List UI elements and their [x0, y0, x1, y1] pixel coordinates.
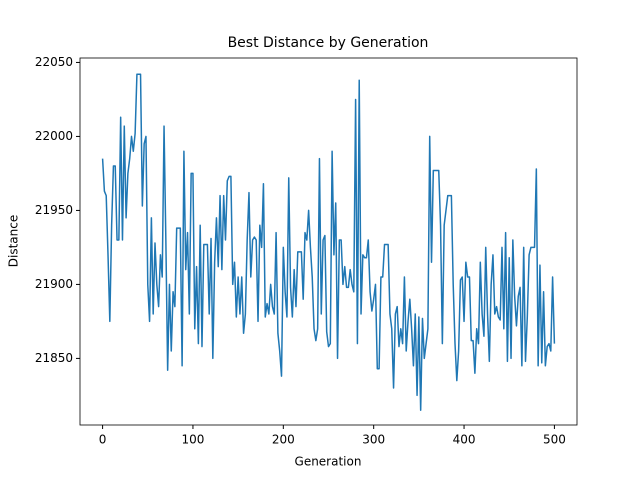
plot-frame	[79, 57, 578, 426]
x-axis-label: Generation	[295, 455, 362, 469]
y-tick-label: 21900	[35, 277, 73, 291]
y-tick-label: 22000	[35, 129, 73, 143]
y-tick-label: 22050	[35, 55, 73, 69]
y-axis-label: Distance	[7, 215, 21, 267]
x-tick-label: 300	[362, 433, 385, 447]
y-tick-label: 21850	[35, 351, 73, 365]
x-tick-label: 500	[543, 433, 566, 447]
x-tick-label: 0	[99, 433, 107, 447]
x-tick-label: 400	[453, 433, 476, 447]
data-line	[101, 73, 556, 411]
chart-title: Best Distance by Generation	[228, 35, 429, 51]
x-tick-label: 200	[272, 433, 295, 447]
x-tick-label: 100	[182, 433, 205, 447]
y-tick-label: 21950	[35, 203, 73, 217]
